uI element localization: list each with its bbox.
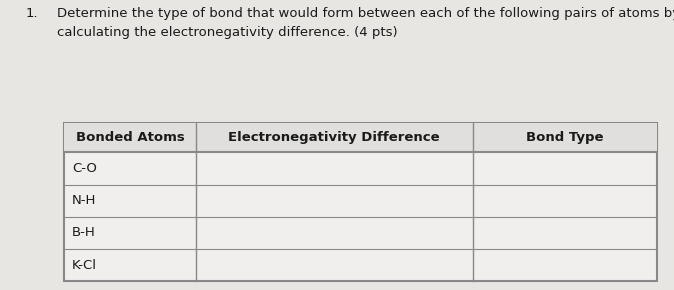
Text: 1.: 1. <box>26 7 38 20</box>
Text: N-H: N-H <box>72 194 96 207</box>
Text: Bond Type: Bond Type <box>526 131 604 144</box>
Text: Electronegativity Difference: Electronegativity Difference <box>228 131 440 144</box>
Text: Bonded Atoms: Bonded Atoms <box>75 131 184 144</box>
Text: K-Cl: K-Cl <box>72 259 97 272</box>
Text: B-H: B-H <box>72 226 96 240</box>
Text: C-O: C-O <box>72 162 97 175</box>
Text: Determine the type of bond that would form between each of the following pairs o: Determine the type of bond that would fo… <box>57 7 674 39</box>
